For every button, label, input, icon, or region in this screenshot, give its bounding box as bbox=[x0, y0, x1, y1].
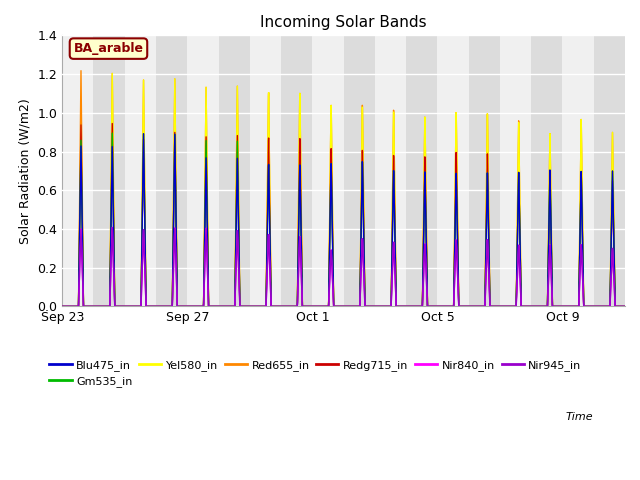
Text: Time: Time bbox=[565, 412, 593, 422]
Title: Incoming Solar Bands: Incoming Solar Bands bbox=[260, 15, 427, 30]
Bar bbox=[312, 36, 344, 306]
Bar bbox=[125, 36, 156, 306]
Bar bbox=[250, 36, 281, 306]
Bar bbox=[188, 36, 218, 306]
Bar bbox=[594, 36, 625, 306]
Bar bbox=[156, 36, 188, 306]
Bar bbox=[500, 36, 531, 306]
Bar bbox=[468, 36, 500, 306]
Bar bbox=[62, 36, 93, 306]
Y-axis label: Solar Radiation (W/m2): Solar Radiation (W/m2) bbox=[19, 98, 32, 244]
Bar bbox=[563, 36, 594, 306]
Bar bbox=[375, 36, 406, 306]
Text: BA_arable: BA_arable bbox=[74, 42, 143, 55]
Legend: Blu475_in, Gm535_in, Yel580_in, Red655_in, Redg715_in, Nir840_in, Nir945_in: Blu475_in, Gm535_in, Yel580_in, Red655_i… bbox=[45, 355, 586, 392]
Bar bbox=[531, 36, 563, 306]
Bar bbox=[218, 36, 250, 306]
Bar bbox=[93, 36, 125, 306]
Bar bbox=[437, 36, 468, 306]
Bar bbox=[281, 36, 312, 306]
Bar bbox=[344, 36, 375, 306]
Bar bbox=[406, 36, 437, 306]
Bar bbox=[625, 36, 640, 306]
